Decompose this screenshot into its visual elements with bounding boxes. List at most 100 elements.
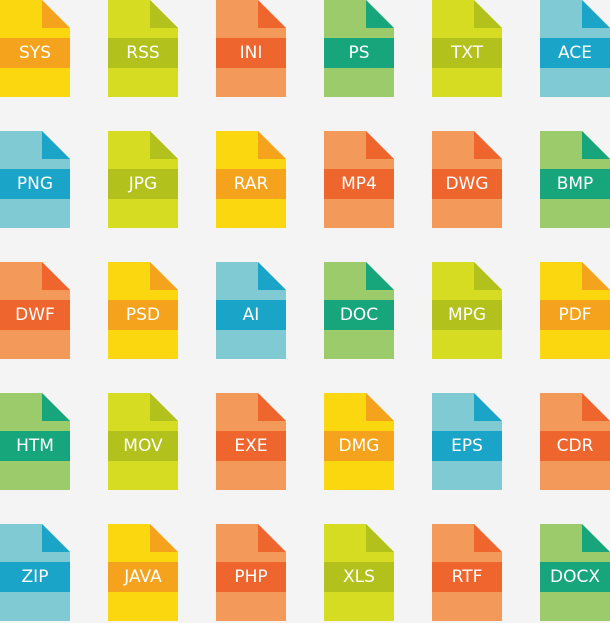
file-label-band [0,38,70,68]
file-icon: EPS [432,393,502,490]
file-icon: MPG [432,262,502,359]
file-label-band [540,562,610,592]
file-label-band [432,562,502,592]
file-fold [474,131,502,159]
file-label: CDR [557,436,594,456]
file-label-band [432,38,502,68]
file-label-band [0,562,70,592]
file-label: PS [348,43,369,63]
file-label: DWG [445,174,488,194]
file-label: AI [243,305,260,325]
file-label-band [432,169,502,199]
file-icon: RSS [108,0,178,97]
file-icon: ACE [540,0,610,97]
file-label-band [0,169,70,199]
file-icon: HTM [0,393,70,490]
file-label-band [216,562,286,592]
file-label-band [324,562,394,592]
file-label: ACE [558,43,592,63]
file-label-band [0,431,70,461]
file-label: PHP [234,567,267,587]
file-icon: JPG [108,131,178,228]
file-label-band [216,300,286,330]
file-icon: RTF [432,524,502,621]
file-fold [258,393,286,421]
file-fold [582,262,610,290]
file-icon: DWG [432,131,502,228]
file-label-band [432,300,502,330]
file-label-band [540,38,610,68]
file-label-band [432,431,502,461]
file-label-band [324,169,394,199]
file-fold [474,262,502,290]
file-label-band [324,431,394,461]
file-label: XLS [343,567,375,587]
file-icon: INI [216,0,286,97]
file-label: ZIP [22,567,49,587]
file-label: RSS [126,43,159,63]
file-fold [582,524,610,552]
file-label-band [216,431,286,461]
file-label-band [540,431,610,461]
file-icon: PHP [216,524,286,621]
file-label: JPG [128,174,157,194]
file-label: EXE [234,436,267,456]
file-fold [150,131,178,159]
file-fold [258,524,286,552]
file-icon: AI [216,262,286,359]
file-icon: PSD [108,262,178,359]
file-label-band [108,431,178,461]
file-label: MOV [123,436,163,456]
file-label: PNG [17,174,53,194]
file-fold [258,131,286,159]
file-label-band [324,38,394,68]
file-icon: DMG [324,393,394,490]
file-icon: XLS [324,524,394,621]
file-label: DOC [340,305,378,325]
file-fold [474,524,502,552]
file-fold [582,393,610,421]
file-label: DMG [339,436,380,456]
file-icon: DWF [0,262,70,359]
file-label: PSD [126,305,160,325]
file-fold [366,393,394,421]
file-label: RAR [234,174,269,194]
file-icon: RAR [216,131,286,228]
file-fold [582,131,610,159]
file-label-band [540,169,610,199]
file-fold [42,393,70,421]
file-label-band [108,300,178,330]
file-icon: DOCX [540,524,610,621]
file-label: INI [240,43,263,63]
file-icon: ZIP [0,524,70,621]
file-label: RTF [452,567,483,587]
file-label-band [108,562,178,592]
file-label-band [324,300,394,330]
file-icon: BMP [540,131,610,228]
file-icon: MP4 [324,131,394,228]
file-fold [582,0,610,28]
file-fold [366,131,394,159]
file-label-band [216,38,286,68]
file-fold [366,0,394,28]
file-fold [474,393,502,421]
file-fold [150,0,178,28]
file-fold [42,524,70,552]
file-label: DOCX [550,567,600,587]
file-label-band [216,169,286,199]
file-fold [258,262,286,290]
file-label: BMP [557,174,594,194]
file-icon: DOC [324,262,394,359]
file-label: EPS [451,436,483,456]
file-icon: CDR [540,393,610,490]
file-label: DWF [15,305,55,325]
file-icon: PS [324,0,394,97]
file-label: TXT [450,43,484,63]
file-icon: PDF [540,262,610,359]
file-fold [42,0,70,28]
file-fold [150,262,178,290]
file-label-band [108,169,178,199]
file-label: SYS [19,43,51,63]
file-label: PDF [558,305,591,325]
